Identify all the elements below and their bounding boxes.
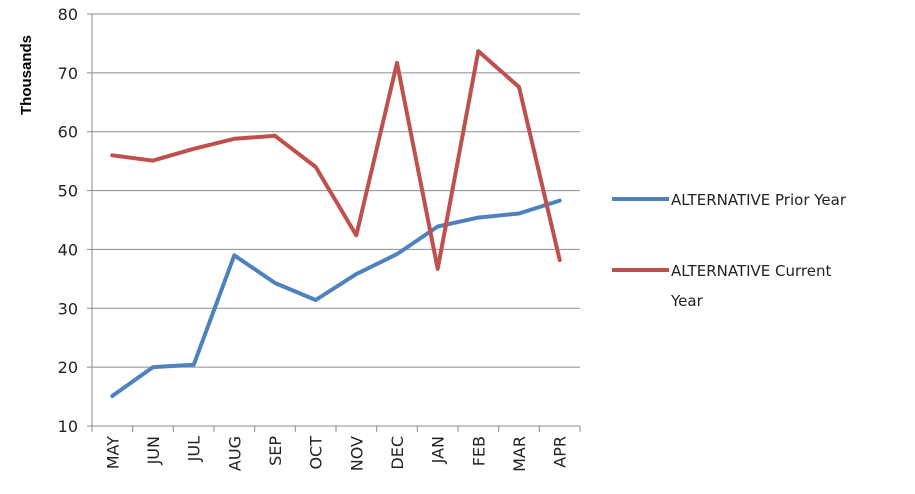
- x-tick-label: DEC: [388, 436, 407, 470]
- y-tick-label: 40: [58, 240, 78, 259]
- x-tick-label: JAN: [429, 436, 448, 464]
- x-tick-label: AUG: [225, 436, 244, 471]
- axes: [87, 13, 581, 432]
- x-tick-label: MAY: [103, 436, 122, 470]
- y-tick-label: 50: [58, 182, 78, 201]
- y-tick-label: 70: [58, 64, 78, 83]
- x-tick-label: FEB: [469, 436, 488, 466]
- x-tick-label: SEP: [266, 436, 285, 466]
- legend-label: Year: [670, 292, 704, 310]
- x-tick-label: JUN: [144, 436, 163, 465]
- y-tick-label: 20: [58, 358, 78, 377]
- x-tick-label: NOV: [347, 436, 366, 471]
- legend-label: ALTERNATIVE Prior Year: [671, 191, 847, 209]
- x-tick-label: MAR: [510, 436, 529, 472]
- series-line-1: [110, 198, 562, 398]
- x-tick-labels: MAY JUN JUL AUG SEP OCT NOV DEC JAN FEB MAR APR: [103, 436, 569, 472]
- x-tick-label: APR: [551, 436, 570, 468]
- y-tick-labels: 10 20 30 40 50 60 70 80: [58, 5, 78, 436]
- y-tick-label: 60: [58, 123, 78, 142]
- series-lines: [110, 49, 562, 398]
- series-line-2: [110, 49, 562, 271]
- x-tick-label: JUL: [185, 436, 204, 462]
- y-axis-title: Thousands: [18, 35, 35, 115]
- y-tick-label: 30: [58, 299, 78, 318]
- legend-label: ALTERNATIVE Current: [671, 262, 831, 280]
- x-tick-label: OCT: [307, 436, 326, 470]
- legend: ALTERNATIVE Prior Year ALTERNATIVE Curren…: [612, 191, 847, 310]
- y-tick-label: 10: [58, 417, 78, 436]
- y-tick-label: 80: [58, 5, 78, 24]
